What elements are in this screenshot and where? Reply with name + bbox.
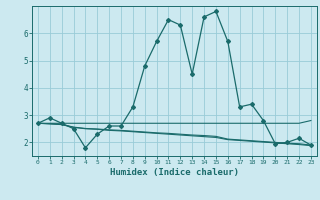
X-axis label: Humidex (Indice chaleur): Humidex (Indice chaleur) [110, 168, 239, 177]
